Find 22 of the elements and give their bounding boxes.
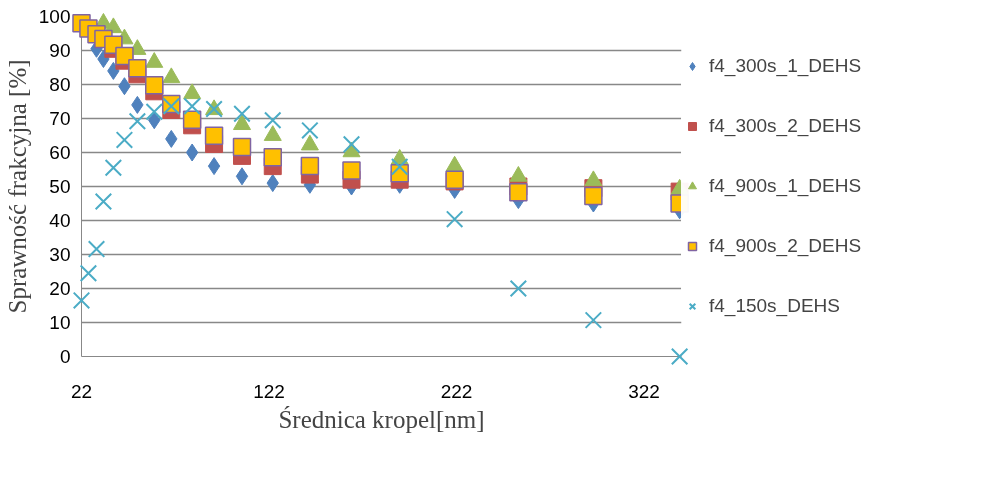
y-tick-label: 20 (49, 278, 71, 299)
x-tick-label: 222 (440, 380, 473, 402)
x-tick-label: 122 (253, 380, 285, 402)
x-tick-label: 22 (70, 380, 93, 402)
legend-label: f4_900s_2_DEHS (709, 235, 862, 257)
y-tick-label: 70 (49, 108, 71, 129)
legend-label: f4_150s_DEHS (709, 295, 840, 317)
y-tick-label: 60 (49, 142, 71, 163)
y-tick-label: 90 (49, 40, 71, 61)
y-tick-label: 30 (49, 244, 71, 265)
legend-label: f4_900s_1_DEHS (709, 175, 862, 197)
x-axis-title: Średnica kropel[nm] (278, 405, 485, 433)
y-tick-label: 50 (49, 176, 71, 197)
y-tick-label: 10 (49, 312, 71, 333)
y-tick-label: 100 (38, 6, 71, 27)
legend-label: f4_300s_1_DEHS (709, 55, 862, 77)
x-tick-label: 322 (628, 380, 660, 402)
y-tick-label: 80 (49, 74, 71, 95)
y-axis-title: Sprawność frakcyjna [%] (3, 59, 31, 314)
y-tick-label: 0 (59, 346, 71, 367)
y-tick-label: 40 (49, 210, 71, 231)
legend-label: f4_300s_2_DEHS (709, 115, 862, 137)
